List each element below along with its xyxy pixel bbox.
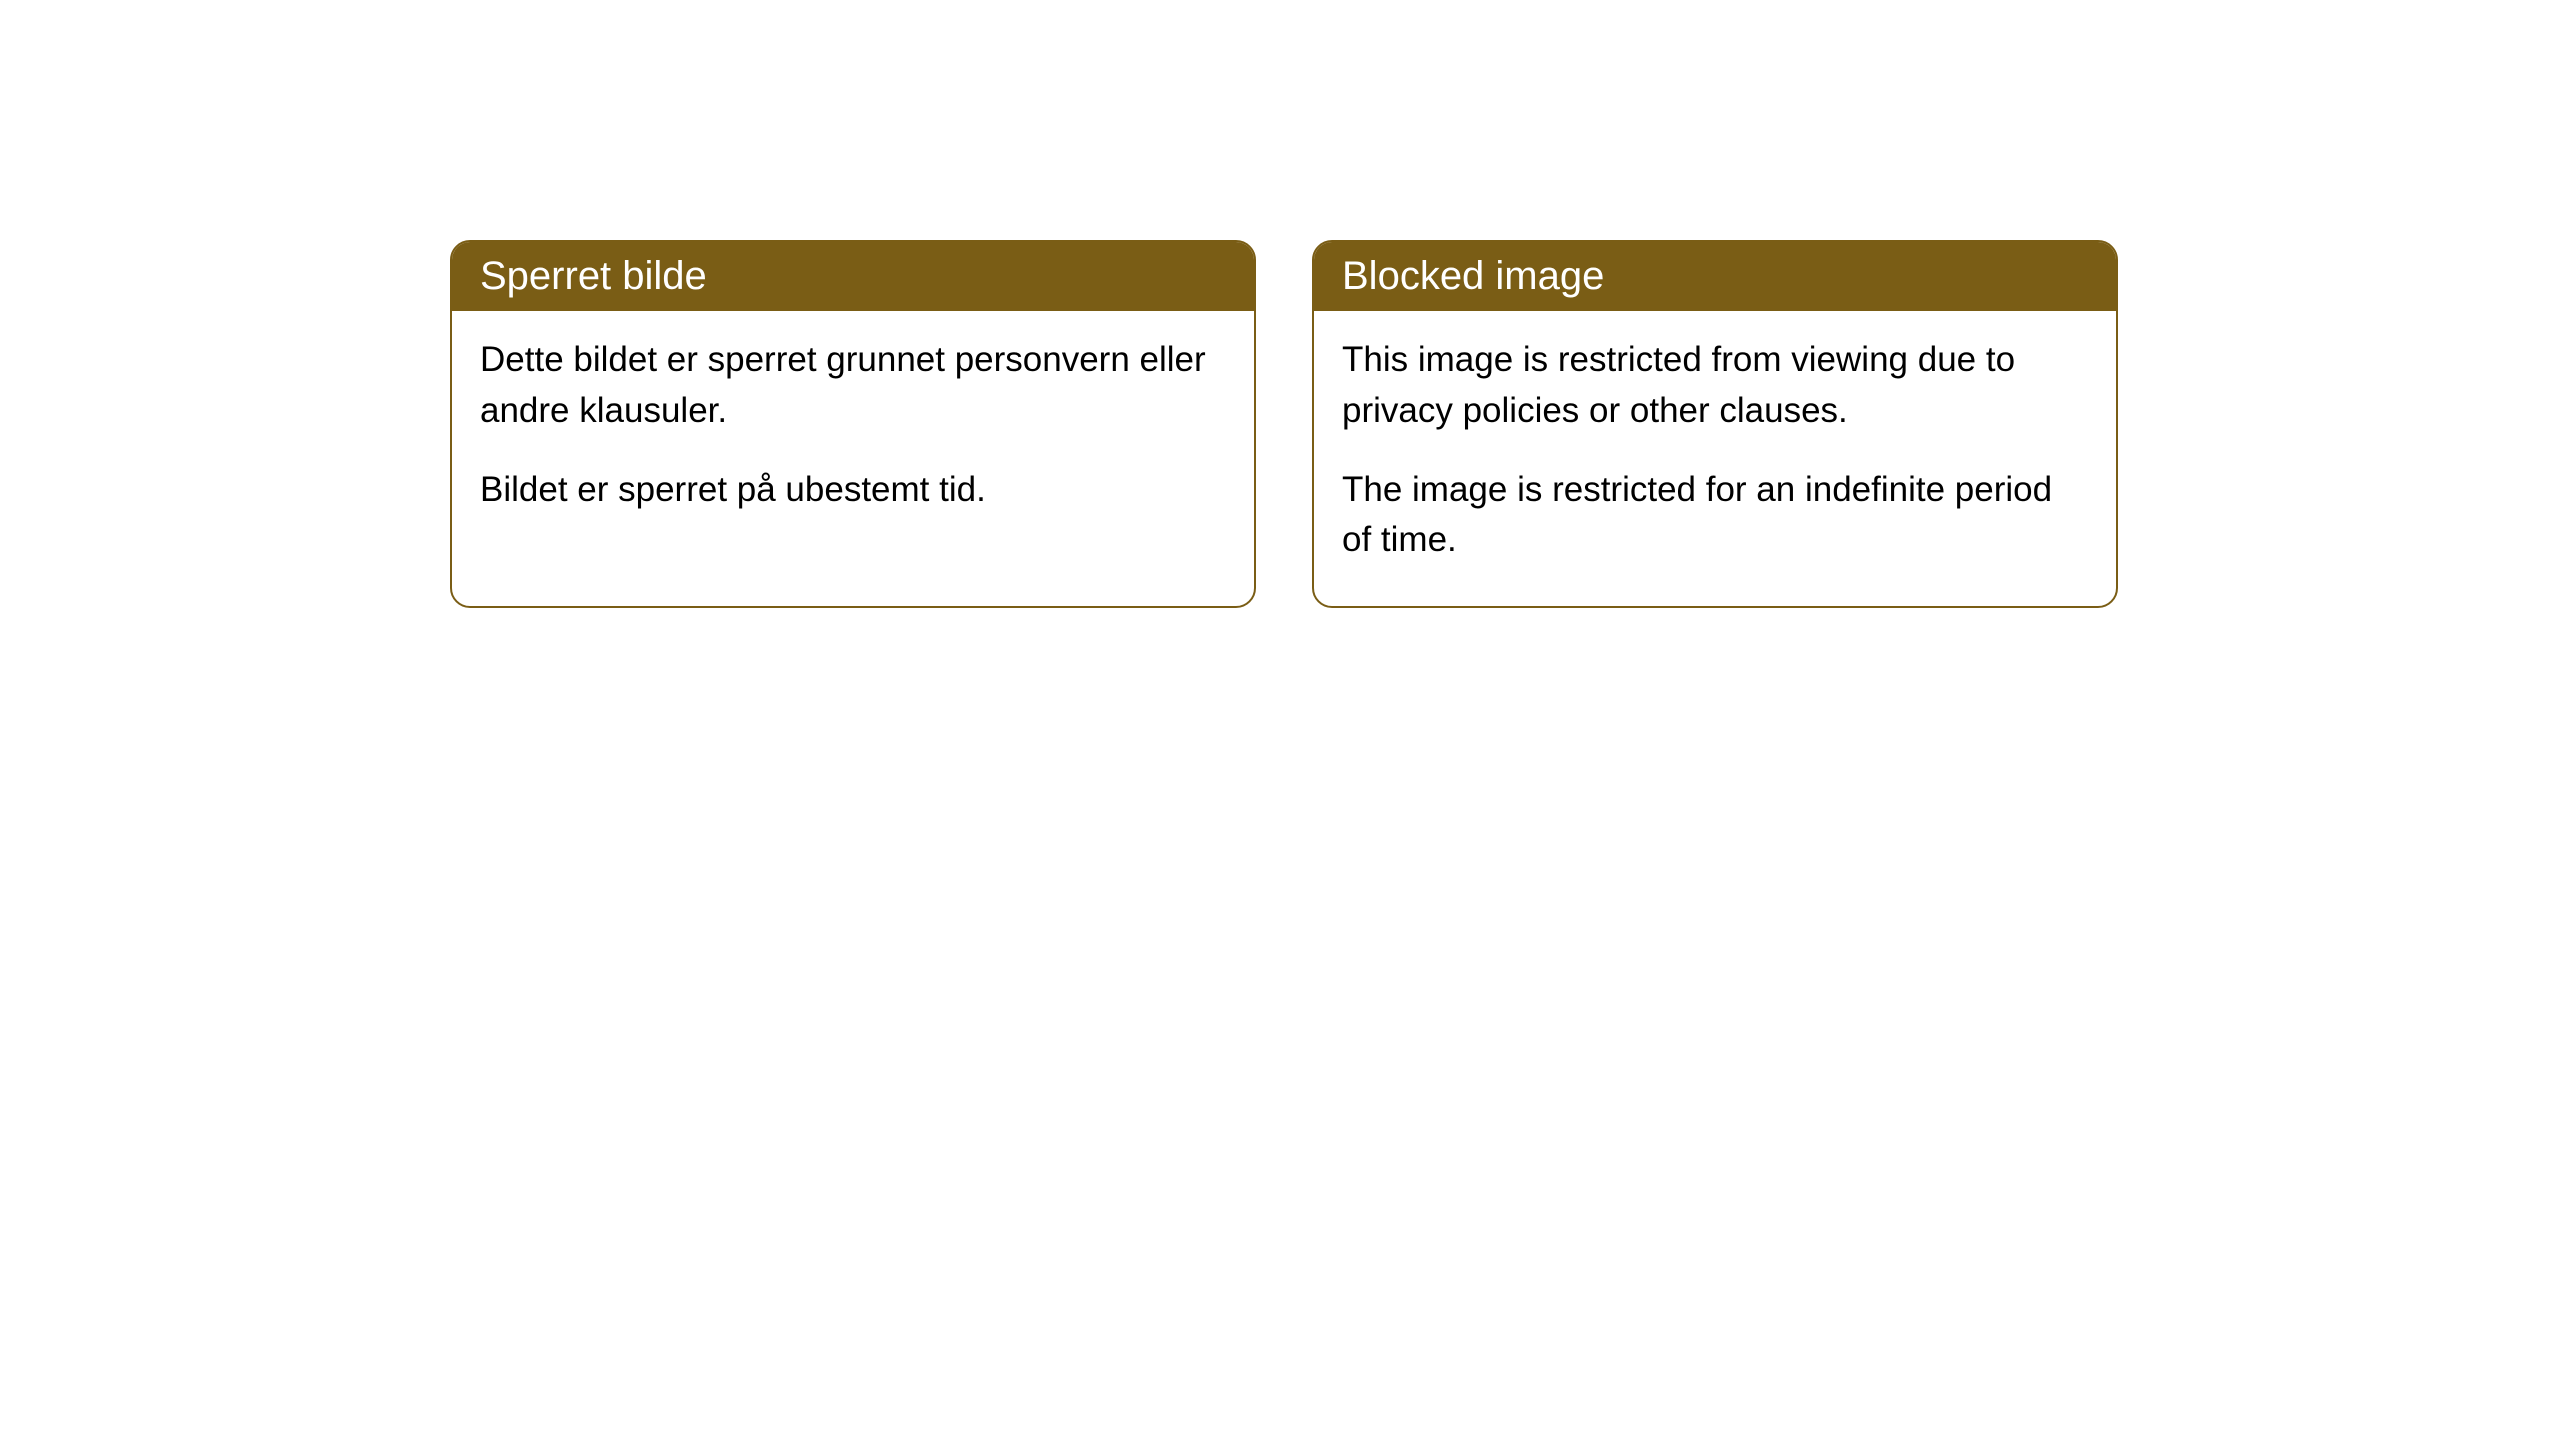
card-header-norwegian: Sperret bilde bbox=[452, 242, 1254, 311]
card-body-english: This image is restricted from viewing du… bbox=[1314, 311, 2116, 606]
card-header-english: Blocked image bbox=[1314, 242, 2116, 311]
card-paragraph: Bildet er sperret på ubestemt tid. bbox=[480, 465, 1226, 516]
notice-container: Sperret bilde Dette bildet er sperret gr… bbox=[0, 0, 2560, 608]
notice-card-english: Blocked image This image is restricted f… bbox=[1312, 240, 2118, 608]
notice-card-norwegian: Sperret bilde Dette bildet er sperret gr… bbox=[450, 240, 1256, 608]
card-paragraph: Dette bildet er sperret grunnet personve… bbox=[480, 335, 1226, 437]
card-paragraph: The image is restricted for an indefinit… bbox=[1342, 465, 2088, 567]
card-title: Sperret bilde bbox=[480, 254, 707, 298]
card-paragraph: This image is restricted from viewing du… bbox=[1342, 335, 2088, 437]
card-title: Blocked image bbox=[1342, 254, 1604, 298]
card-body-norwegian: Dette bildet er sperret grunnet personve… bbox=[452, 311, 1254, 555]
